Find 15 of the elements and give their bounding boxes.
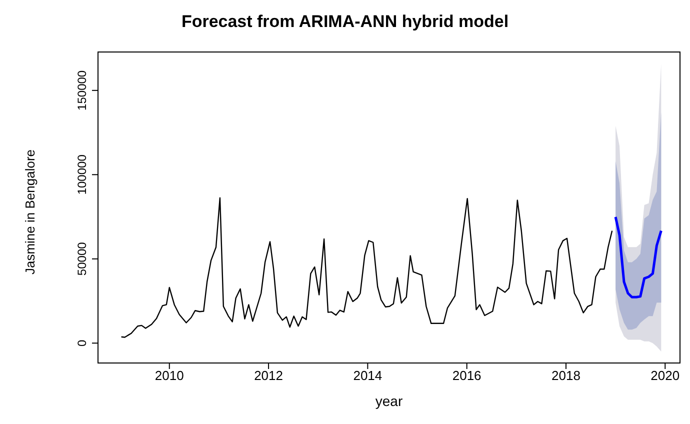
y-tick-label: 100000	[75, 154, 89, 195]
x-tick-label: 2016	[452, 368, 482, 384]
x-tick-label: 2012	[254, 368, 283, 384]
line-series	[614, 216, 662, 298]
x-tick-label: 2018	[552, 368, 580, 384]
chart-title: Forecast from ARIMA-ANN hybrid model	[180, 12, 510, 32]
y-axis-title: Jasmine in Bengalore	[22, 148, 38, 274]
y-tick-label: 50000	[75, 242, 89, 276]
x-axis-title: year	[374, 393, 404, 409]
x-tick-label: 2014	[353, 368, 382, 384]
y-tick-label: 150000	[75, 70, 89, 110]
x-tick-label: 2020	[650, 368, 680, 384]
y-tick-label: 0	[75, 339, 89, 346]
line-series	[120, 197, 613, 338]
x-tick-label: 2010	[154, 368, 184, 384]
